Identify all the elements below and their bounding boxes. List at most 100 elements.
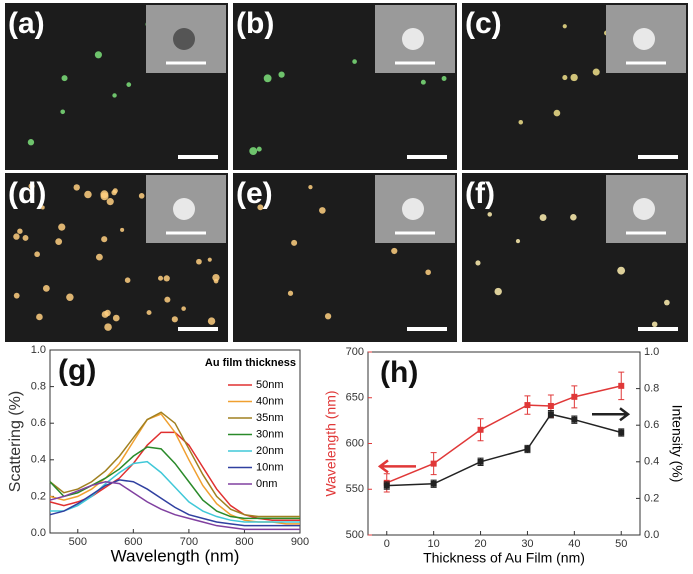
particle (278, 71, 285, 78)
particle (34, 251, 40, 258)
particle (101, 236, 108, 243)
y-tick-label: 0.0 (31, 527, 46, 539)
legend-label: 40nm (256, 395, 284, 407)
panel-label: (f) (465, 177, 495, 210)
data-point (430, 460, 437, 467)
particle (61, 75, 68, 82)
particle (164, 296, 171, 303)
legend-label: 10nm (256, 461, 284, 473)
particle (22, 235, 29, 241)
particle (391, 247, 398, 255)
x-tick-label: 700 (180, 536, 198, 548)
particle (106, 198, 114, 206)
y-tick-label: 700 (346, 346, 364, 358)
legend-label: 50nm (256, 379, 284, 391)
particle (518, 119, 524, 125)
y-tick-label: 500 (346, 529, 364, 541)
y2-tick-label: 0.2 (644, 492, 659, 504)
particle (324, 313, 332, 320)
particle (126, 82, 132, 87)
particle (425, 269, 431, 276)
data-point (477, 458, 484, 465)
panel-label: (a) (8, 7, 45, 40)
x-tick-label: 800 (235, 536, 253, 548)
particle (562, 75, 568, 81)
particle (592, 68, 600, 76)
particle (112, 93, 117, 98)
legend-label: 35nm (256, 412, 284, 424)
series-line (49, 479, 300, 527)
panel-label: (c) (465, 7, 502, 40)
sem-particle (173, 28, 195, 50)
particle (13, 292, 20, 299)
data-point (618, 429, 625, 436)
particle (138, 193, 145, 199)
data-point (477, 426, 484, 433)
series-line (50, 460, 300, 523)
particle (207, 257, 212, 262)
particle (487, 212, 493, 217)
particle (101, 311, 109, 318)
particle (40, 205, 45, 210)
particle (181, 306, 186, 311)
data-point (547, 411, 554, 418)
x-tick-label: 20 (474, 538, 486, 550)
x-tick-label: 10 (428, 538, 440, 550)
particle (120, 227, 125, 232)
y-axis-label: Scattering (%) (7, 391, 24, 492)
y-axis-label: Wavelength (nm) (323, 390, 339, 496)
sem-particle (633, 198, 655, 220)
data-point (524, 445, 531, 452)
particle (196, 258, 202, 265)
particle (73, 184, 80, 191)
particle (124, 277, 131, 283)
particle (263, 74, 272, 83)
legend-label: 0nm (256, 478, 277, 490)
particle (55, 238, 63, 246)
particle (651, 321, 658, 328)
series-line (49, 411, 300, 518)
particle (249, 147, 258, 155)
y2-tick-label: 0.8 (644, 383, 659, 395)
particle (28, 183, 35, 190)
particle (111, 189, 117, 196)
legend-label: 30nm (256, 428, 284, 440)
particle (66, 293, 74, 301)
series-line (49, 480, 300, 531)
y-tick-label: 0.6 (31, 417, 46, 429)
data-point (547, 402, 554, 409)
particle (60, 109, 66, 115)
x-tick-label: 30 (521, 538, 533, 550)
x-tick-label: 50 (615, 538, 627, 550)
plot-frame (49, 349, 301, 534)
arrow-left (377, 459, 416, 474)
y2-tick-label: 1.0 (644, 346, 659, 358)
panel-label: (e) (236, 177, 273, 210)
panel-label: (g) (58, 354, 96, 387)
particle (319, 207, 326, 214)
particle (562, 24, 567, 29)
data-point (430, 480, 437, 487)
sem-particle (633, 28, 655, 50)
legend-label: 20nm (256, 445, 284, 457)
data-point (571, 416, 578, 423)
particle (213, 278, 219, 284)
particle (256, 146, 262, 152)
particle (58, 223, 66, 231)
y-tick-label: 550 (346, 483, 364, 495)
arrow-right (592, 407, 631, 422)
sem-particle (402, 198, 424, 220)
data-point (571, 393, 578, 400)
particle (95, 253, 103, 261)
y2-tick-label: 0.0 (644, 529, 659, 541)
series-line (386, 413, 622, 487)
y-tick-label: 0.8 (31, 381, 46, 393)
particle (257, 204, 264, 211)
x-axis-label: Thickness of Au Film (nm) (423, 550, 585, 566)
particle (112, 314, 120, 322)
particle (17, 228, 23, 234)
particle (420, 79, 426, 85)
x-tick-label: 0 (384, 538, 390, 550)
particle (212, 273, 220, 282)
x-tick-label: 900 (291, 536, 309, 548)
